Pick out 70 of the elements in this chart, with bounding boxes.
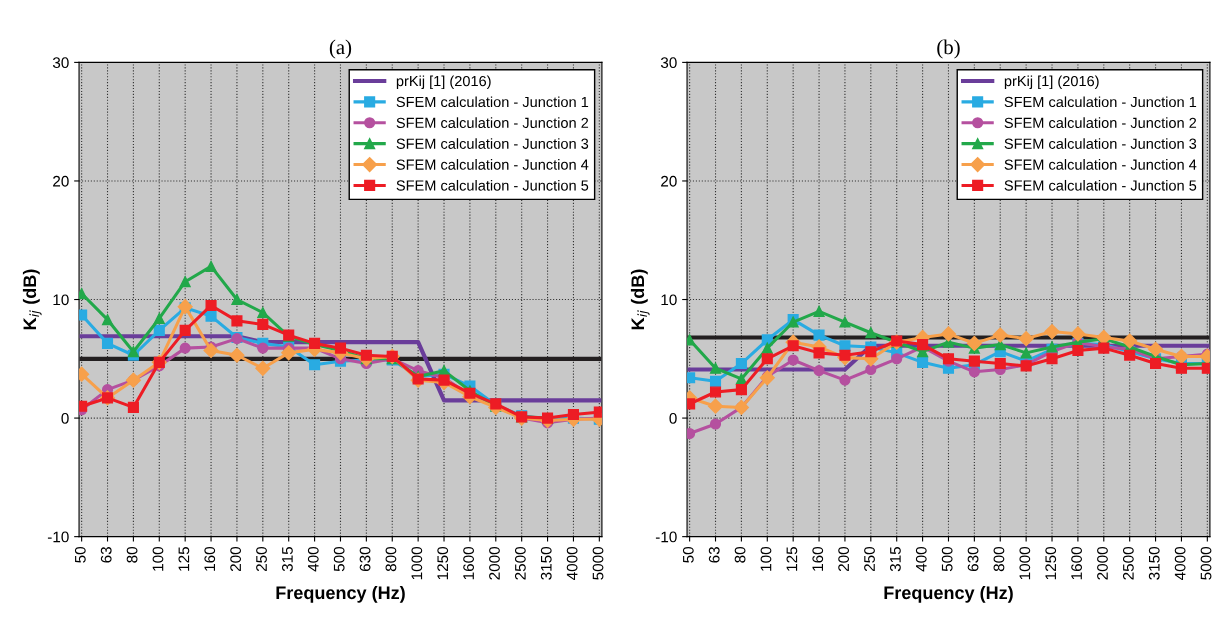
legend-label: SFEM calculation - Junction 1: [1004, 96, 1197, 108]
x-tick-label: 800: [385, 546, 397, 572]
x-tick-label: 1000: [411, 546, 423, 580]
x-tick-label: 2500: [514, 546, 526, 580]
x-tick-label: 1600: [463, 546, 475, 580]
y-tick-label: 10: [661, 294, 677, 306]
x-tick-label: 5000: [592, 546, 604, 580]
legend-label: prKij [1] (2016): [396, 75, 491, 90]
x-axis-title: Frequency (Hz): [276, 585, 405, 603]
x-tick-label: 80: [126, 546, 138, 563]
x-tick-label: 200: [838, 546, 850, 572]
x-tick-label: 160: [204, 546, 216, 571]
x-tick-label: 1600: [1071, 546, 1083, 580]
legend-label: SFEM calculation - Junction 2: [396, 117, 589, 129]
x-tick-label: 125: [786, 547, 798, 571]
x-tick-label: 125: [178, 547, 190, 571]
y-axis-title: K$_{ij}$ (dB): [630, 269, 650, 330]
legend-label: SFEM calculation - Junction 5: [1004, 179, 1197, 191]
x-tick-label: 50: [74, 546, 86, 563]
x-tick-label: 630: [967, 546, 979, 572]
x-tick-label: 315: [281, 547, 293, 572]
y-tick-label: 30: [660, 57, 677, 69]
y-tick-label: 20: [53, 175, 69, 187]
legend-label: SFEM calculation - Junction 2: [1004, 117, 1197, 129]
x-tick-label: 500: [941, 546, 953, 572]
x-tick-label: 630: [359, 546, 371, 572]
y-tick-label: -10: [655, 531, 677, 543]
y-tick-label: -10: [47, 531, 69, 543]
x-axis-title: Frequency (Hz): [884, 585, 1013, 603]
legend-label: SFEM calculation - Junction 4: [396, 159, 589, 170]
legend-label: SFEM calculation - Junction 3: [396, 138, 589, 149]
chart-title: (a): [329, 39, 352, 59]
x-tick-label: 250: [864, 546, 875, 572]
x-tick-label: 315: [889, 547, 901, 572]
y-tick-label: 30: [52, 57, 69, 69]
x-tick-label: 800: [993, 546, 1005, 572]
x-tick-label: 1250: [437, 546, 449, 580]
x-tick-label: 400: [307, 546, 319, 572]
x-tick-label: 100: [760, 546, 772, 571]
x-tick-label: 63: [100, 547, 112, 563]
y-tick-label: 20: [661, 175, 677, 187]
x-tick-label: 160: [812, 546, 824, 571]
x-tick-label: 1250: [1045, 546, 1057, 580]
x-tick-label: 50: [682, 546, 694, 563]
x-tick-label: 2500: [1122, 546, 1134, 580]
chart-title: (b): [937, 39, 960, 59]
y-tick-label: 10: [53, 294, 69, 306]
x-tick-label: 400: [915, 546, 927, 572]
y-tick-label: 0: [669, 412, 677, 424]
x-tick-label: 5000: [1200, 546, 1212, 580]
x-tick-label: 100: [152, 546, 164, 571]
x-tick-label: 200: [230, 546, 242, 572]
legend-label: SFEM calculation - Junction 3: [1004, 138, 1197, 149]
x-tick-label: 3150: [1148, 546, 1160, 580]
legend-label: prKij [1] (2016): [1004, 75, 1099, 90]
x-tick-label: 4000: [1174, 546, 1186, 580]
legend-label: SFEM calculation - Junction 5: [396, 179, 589, 191]
x-tick-label: 63: [708, 547, 720, 563]
y-axis-title: K$_{ij}$ (dB): [22, 269, 42, 330]
x-tick-label: 80: [734, 546, 746, 563]
legend-label: SFEM calculation - Junction 4: [1004, 159, 1197, 170]
x-tick-label: 250: [256, 546, 267, 572]
legend-label: SFEM calculation - Junction 1: [396, 96, 589, 108]
x-tick-label: 500: [333, 546, 345, 572]
x-tick-label: 3150: [540, 546, 552, 580]
y-tick-label: 0: [61, 412, 69, 424]
x-tick-label: 4000: [566, 546, 578, 580]
x-tick-label: 1000: [1019, 546, 1031, 580]
x-tick-label: 2000: [489, 546, 500, 580]
x-tick-label: 2000: [1097, 546, 1108, 580]
